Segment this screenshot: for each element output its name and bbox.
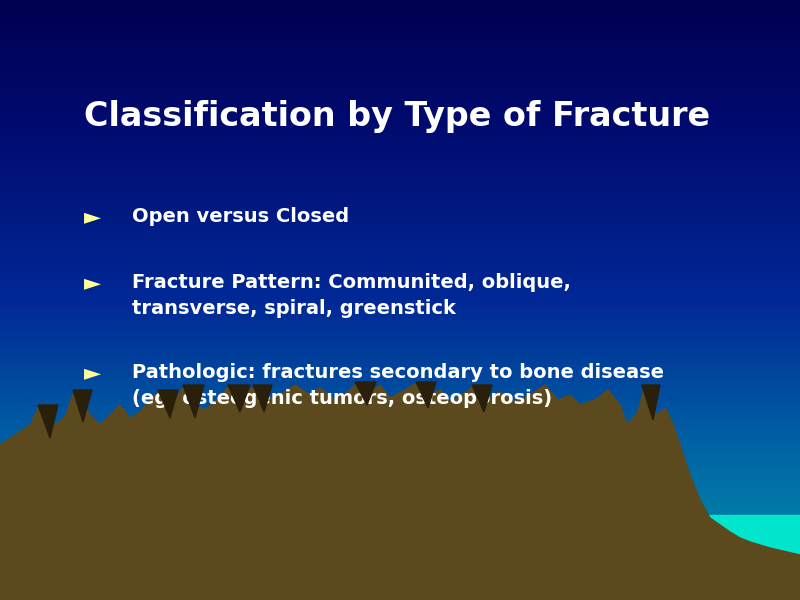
Text: Classification by Type of Fracture: Classification by Type of Fracture <box>84 100 710 133</box>
Polygon shape <box>253 385 272 412</box>
Text: Pathologic: fractures secondary to bone disease
(eg, osteogenic tumors, osteopor: Pathologic: fractures secondary to bone … <box>132 363 664 409</box>
Polygon shape <box>183 385 204 418</box>
Polygon shape <box>355 382 376 405</box>
Text: Fracture Pattern: Communited, oblique,
transverse, spiral, greenstick: Fracture Pattern: Communited, oblique, t… <box>132 273 571 319</box>
Text: ►: ► <box>84 273 101 293</box>
Text: Open versus Closed: Open versus Closed <box>132 207 349 226</box>
Polygon shape <box>73 390 92 422</box>
Polygon shape <box>228 385 250 412</box>
Polygon shape <box>38 405 58 438</box>
Bar <box>600 515 800 600</box>
Polygon shape <box>416 382 436 408</box>
Text: ►: ► <box>84 363 101 383</box>
Polygon shape <box>642 385 660 420</box>
Polygon shape <box>472 385 492 412</box>
Polygon shape <box>158 390 178 418</box>
Text: ►: ► <box>84 207 101 227</box>
Polygon shape <box>0 382 800 600</box>
